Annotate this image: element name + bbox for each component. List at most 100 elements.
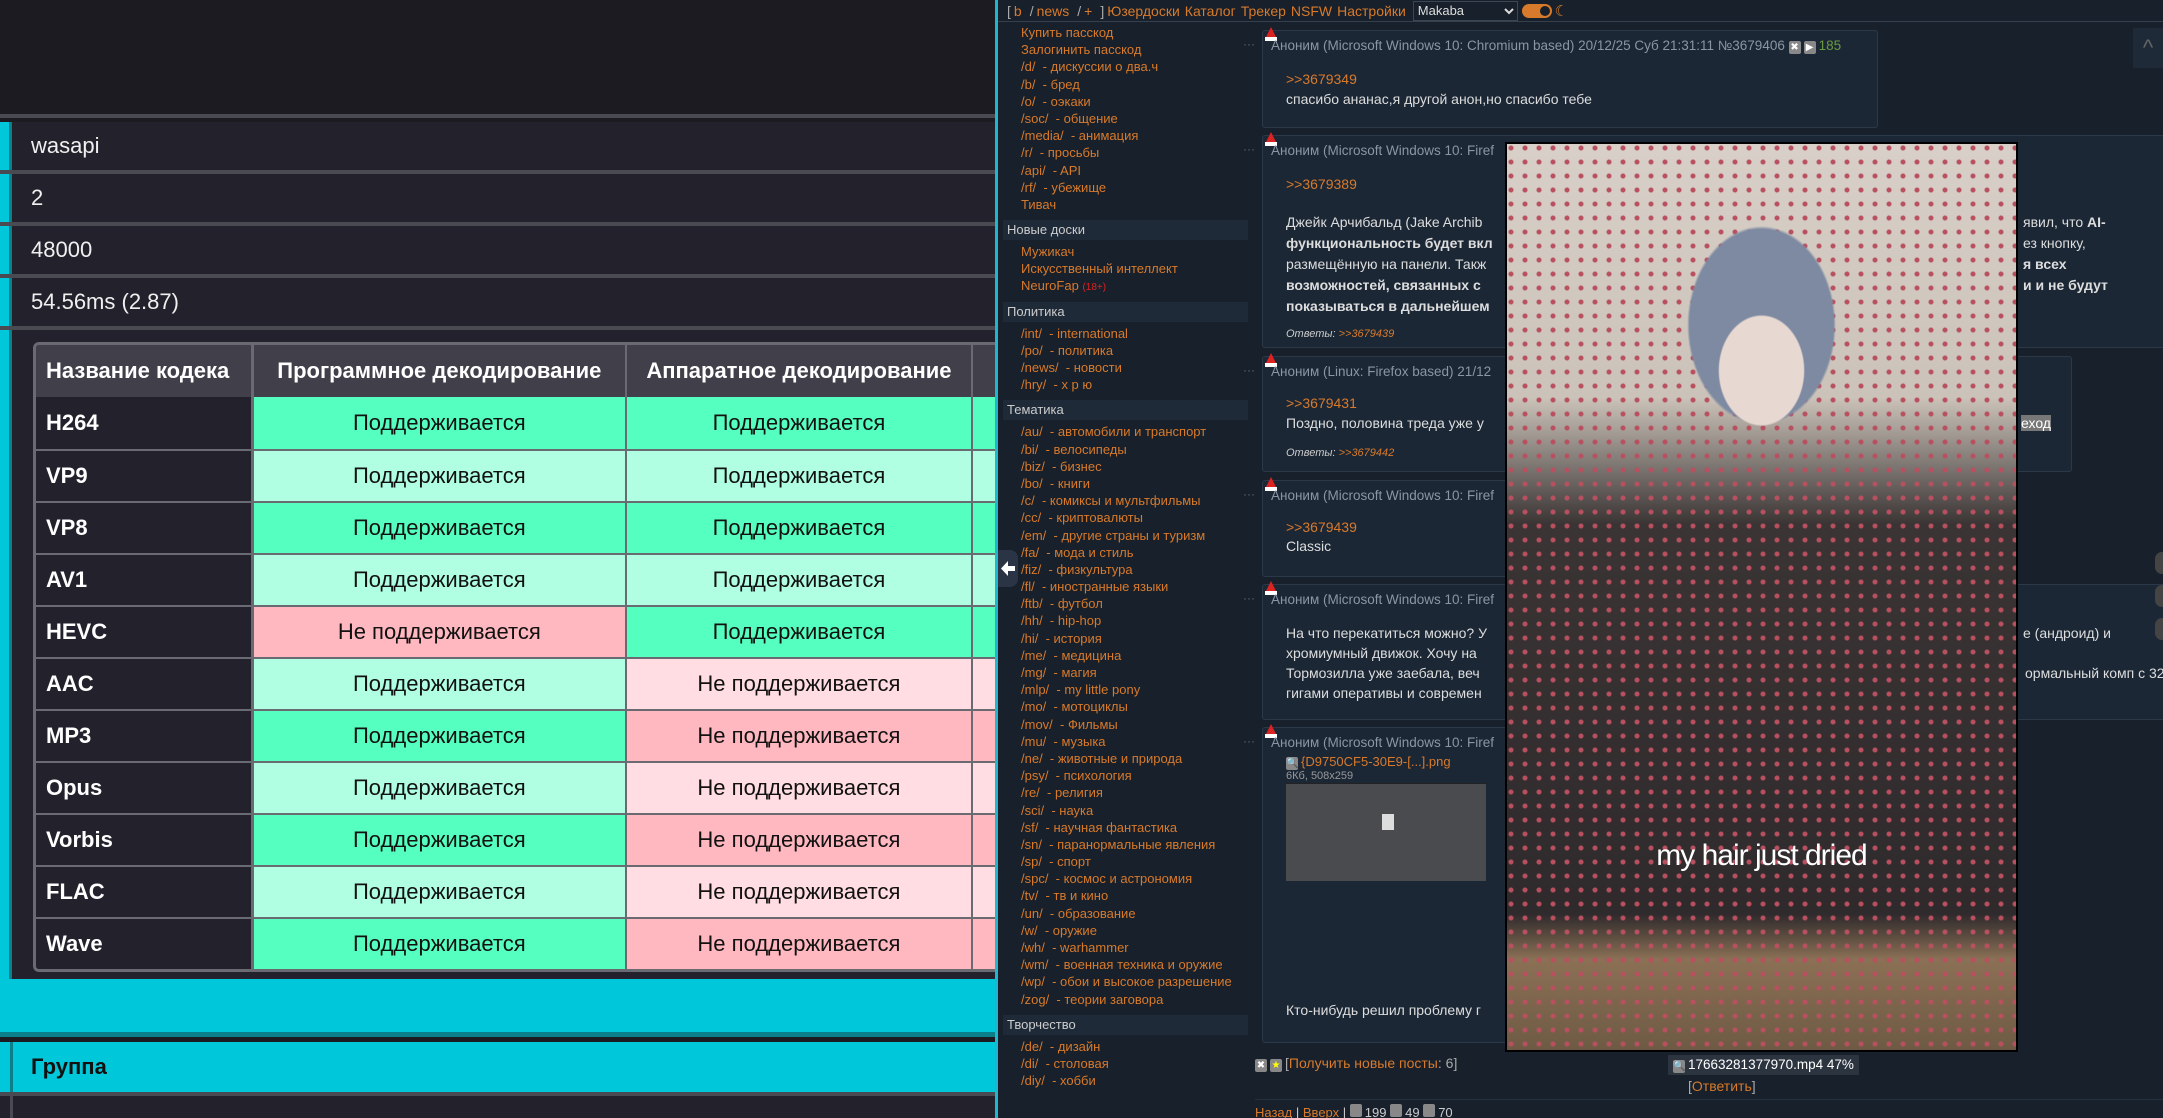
sidebar-board-link[interactable]: /int/ - international (1003, 325, 1248, 342)
sidebar-board-link[interactable]: /psy/ - психология (1003, 767, 1248, 784)
nav-link-b[interactable]: b (1013, 2, 1022, 19)
sidebar-board-link[interactable]: /api/ - API (1003, 162, 1248, 179)
sidebar-board-link[interactable]: /fiz/ - физкультура (1003, 561, 1248, 578)
side-button[interactable] (2155, 585, 2163, 607)
star-icon[interactable]: ★ (1270, 1059, 1282, 1072)
post-header: Аноним (Microsoft Windows 10: Firef (1271, 735, 1495, 750)
sidebar-board-link[interactable]: /ftb/ - футбол (1003, 595, 1248, 612)
nav-link-plus[interactable]: + (1084, 2, 1093, 19)
reply-link[interactable]: >>3679431 (1286, 395, 1357, 411)
file-name[interactable]: {D9750CF5-30E9-[...].png (1301, 754, 1451, 769)
side-button[interactable] (2155, 618, 2163, 640)
sidebar-board-link[interactable]: /wh/ - warhammer (1003, 939, 1248, 956)
nav-link-settings[interactable]: Настройки (1337, 2, 1406, 19)
nav-link-news[interactable]: news (1036, 2, 1070, 19)
theme-toggle[interactable] (1521, 3, 1552, 18)
sidebar-board-link[interactable]: /hi/ - история (1003, 630, 1248, 647)
sidebar-board-link[interactable]: Купить пасскод (1003, 24, 1248, 41)
nav-link-nsfw[interactable]: NSFW (1290, 2, 1333, 19)
sidebar-board-link[interactable]: Залогинить пасскод (1003, 41, 1248, 58)
sidebar-board-link[interactable]: /sp/ - спорт (1003, 853, 1248, 870)
post-menu-icon[interactable]: ··· (1243, 487, 1255, 501)
sidebar-board-link[interactable]: /rf/ - убежище (1003, 179, 1248, 196)
answer-link[interactable]: >>3679442 (1338, 447, 1395, 459)
sidebar-board-link[interactable]: /fa/ - мода и стиль (1003, 544, 1248, 561)
sidebar-board-link[interactable]: /b/ - бред (1003, 76, 1248, 93)
file-link[interactable]: 🔍 {D9750CF5-30E9-[...].png (1286, 754, 1451, 770)
attachment-thumbnail[interactable] (1286, 783, 1486, 881)
post-menu-icon[interactable]: ··· (1243, 37, 1255, 51)
nav-link-userboards[interactable]: Юзердоски (1107, 2, 1180, 19)
sidebar-board-link[interactable]: /sn/ - паранормальные явления (1003, 836, 1248, 853)
video-preview[interactable]: my hair just dried (1505, 142, 2018, 1052)
post-menu-icon[interactable]: ··· (1243, 142, 1255, 156)
sidebar-board-link[interactable]: Искусственный интеллект (1003, 260, 1248, 277)
sidebar-board-link[interactable]: /c/ - комиксы и мультфильмы (1003, 492, 1248, 509)
sidebar-board-link[interactable]: /zog/ - теории заговора (1003, 991, 1248, 1008)
sidebar-board-link[interactable]: /sf/ - научная фантастика (1003, 819, 1248, 836)
sidebar-board-link[interactable]: /re/ - религия (1003, 784, 1248, 801)
sidebar-board-link[interactable]: /po/ - политика (1003, 342, 1248, 359)
sidebar-board-link[interactable]: /ne/ - животные и природа (1003, 750, 1248, 767)
sidebar-board-link[interactable]: /mov/ - Фильмы (1003, 716, 1248, 733)
hide-icon[interactable]: ✖ (1788, 41, 1801, 54)
sidebar-board-link[interactable]: Мужикач (1003, 243, 1248, 260)
sidebar-board-link[interactable]: /cc/ - криптовалюты (1003, 509, 1248, 526)
sidebar-board-link[interactable]: /media/ - анимация (1003, 127, 1248, 144)
sidebar-board-link[interactable]: /sci/ - наука (1003, 802, 1248, 819)
sidebar-board-link[interactable]: /em/ - другие страны и туризм (1003, 527, 1248, 544)
sidebar-board-link[interactable]: /news/ - новости (1003, 359, 1248, 376)
sidebar-board-link[interactable]: /w/ - оружие (1003, 922, 1248, 939)
nav-link-catalog[interactable]: Каталог (1184, 2, 1236, 19)
answer-link[interactable]: >>3679439 (1338, 328, 1395, 340)
sidebar-board-link[interactable]: Тивач (1003, 196, 1248, 213)
scroll-top-button[interactable]: ^ (2133, 28, 2163, 68)
sidebar-board-link[interactable]: /au/ - автомобили и транспорт (1003, 423, 1248, 440)
sidebar-board-link[interactable]: /soc/ - общение (1003, 110, 1248, 127)
sidebar-board-link[interactable]: /wp/ - обои и высокое разрешение (1003, 973, 1248, 990)
sidebar-board-link[interactable]: /spc/ - космос и астрономия (1003, 870, 1248, 887)
reply-link[interactable]: >>3679439 (1286, 519, 1357, 535)
sidebar-board-link[interactable]: /di/ - столовая (1003, 1055, 1248, 1072)
sidebar-board-link[interactable]: /de/ - дизайн (1003, 1038, 1248, 1055)
new-posts-label[interactable]: Получить новые посты (1288, 1055, 1438, 1071)
get-new-posts[interactable]: ✖ ★ [Получить новые посты: 6] (1255, 1055, 1457, 1072)
reply-link[interactable]: >>3679349 (1286, 71, 1357, 87)
sidebar-board-link[interactable]: /bo/ - книги (1003, 475, 1248, 492)
sidebar-board-link[interactable]: /mu/ - музыка (1003, 733, 1248, 750)
sidebar-board-link[interactable]: /tv/ - тв и кино (1003, 887, 1248, 904)
sidebar-board-link[interactable]: /hh/ - hip-hop (1003, 612, 1248, 629)
post-menu-icon[interactable]: ··· (1243, 363, 1255, 377)
sidebar-board-link[interactable]: NeuroFap (18+) (1003, 277, 1248, 294)
sidebar-board-link[interactable]: /d/ - дискуссии о два.ч (1003, 58, 1248, 75)
sidebar-board-link[interactable]: /fl/ - иностранные языки (1003, 578, 1248, 595)
side-button[interactable] (2155, 552, 2163, 574)
back-arrow-button[interactable] (998, 550, 1018, 587)
sidebar-board-link[interactable]: /r/ - просьбы (1003, 144, 1248, 161)
sidebar-board-link[interactable]: /biz/ - бизнес (1003, 458, 1248, 475)
sidebar-board-link[interactable]: /mlp/ - my little pony (1003, 681, 1248, 698)
post-menu-icon[interactable]: ··· (1243, 591, 1255, 605)
up-link[interactable]: Вверх (1302, 1105, 1340, 1118)
sidebar-board-link[interactable]: /diy/ - хобби (1003, 1072, 1248, 1089)
close-icon[interactable]: ✖ (1255, 1059, 1267, 1072)
sidebar-board-link[interactable]: /mg/ - магия (1003, 664, 1248, 681)
sidebar-board-link[interactable]: /o/ - оэкаки (1003, 93, 1248, 110)
sidebar-board-link[interactable]: /mo/ - мотоциклы (1003, 698, 1248, 715)
sidebar-board-link[interactable]: /hry/ - х р ю (1003, 376, 1248, 393)
play-icon[interactable]: ▶ (1803, 41, 1816, 54)
video-file-info[interactable]: 🔍 17663281377970.mp4 47% (1668, 1055, 1859, 1075)
sidebar-board-link[interactable]: /me/ - медицина (1003, 647, 1248, 664)
style-select[interactable]: Makaba (1412, 0, 1518, 21)
reply-link[interactable]: >>3679389 (1286, 176, 1357, 192)
sidebar-board-link[interactable]: /wm/ - военная техника и оружие (1003, 956, 1248, 973)
sidebar-board-link[interactable]: /bi/ - велосипеды (1003, 441, 1248, 458)
post-menu-icon[interactable]: ··· (1243, 734, 1255, 748)
sidebar-board-link[interactable]: /un/ - образование (1003, 905, 1248, 922)
back-link[interactable]: Назад (1255, 1105, 1293, 1118)
thread-footer: Назад | Вверх | 199 49 70 (1255, 1104, 1453, 1118)
board-label: /mu/ - музыка (1021, 733, 1106, 749)
nav-link-tracker[interactable]: Трекер (1240, 2, 1286, 19)
board-label: /tv/ - тв и кино (1021, 888, 1109, 904)
reply-button[interactable]: [Ответить] (1688, 1078, 1756, 1094)
